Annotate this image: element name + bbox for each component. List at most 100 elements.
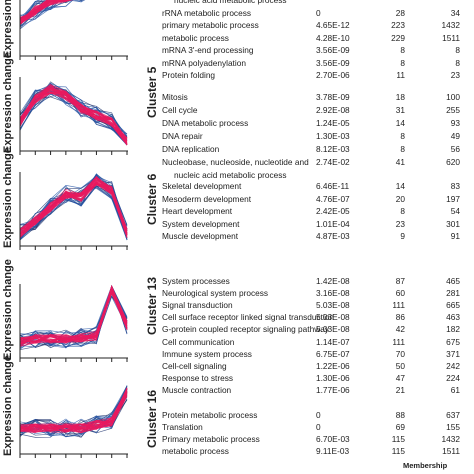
series-line [19,84,128,139]
series-line [19,0,52,24]
p-value: 1.14E-07 [316,336,350,347]
total-count: 83 [450,181,460,191]
total-count: 49 [450,131,460,141]
cluster-label: Cluster 13 [145,276,159,335]
series-line [19,0,75,20]
total-count: 8 [455,57,460,68]
series-line [19,388,128,433]
total-count: 255 [446,105,460,115]
cluster-label: Cluster 6 [145,173,159,225]
total-count: 197 [446,193,460,204]
go-term: Mitosis [162,92,188,102]
go-term: Response to stress [162,372,234,383]
series-line [19,176,128,234]
go-term: Mesoderm development [162,193,252,204]
cluster-count: 70 [395,348,405,359]
go-term: Neurological system process [162,288,269,299]
p-value: 6.75E-07 [316,348,350,359]
total-count: 665 [446,300,460,311]
total-count: 371 [446,348,460,359]
cluster-count: 8 [400,57,405,68]
go-term: Immune system process [162,348,252,359]
go-term: metabolic process [162,446,229,456]
cluster-count: 20 [395,193,405,204]
go-term: primary metabolic process [162,20,259,30]
cluster-count: 87 [395,276,405,286]
cluster-count: 111 [392,300,405,311]
go-term: Heart development [162,206,233,216]
series-line [19,85,128,140]
cluster-count: 8 [400,144,405,154]
y-axis-label: Expression change [2,259,14,360]
cluster-count: 69 [395,422,405,432]
go-term: Cell cycle [162,105,198,115]
cluster-count: 8 [400,206,405,216]
cluster-count: 41 [395,157,405,167]
series-line [19,0,83,22]
cluster-count: 47 [395,372,405,383]
series-line [19,392,128,429]
series-line [19,88,128,139]
total-count: 182 [446,324,460,335]
series-line [19,179,128,233]
go-term: Primary metabolic process [162,434,260,444]
cluster-count: 86 [395,312,405,323]
series-line [19,84,128,140]
cluster-count: 23 [395,218,405,229]
membership-header: Membership [403,461,448,470]
series-line [19,0,62,19]
total-count: 1432 [441,434,460,444]
cluster-count: 50 [395,360,405,371]
expression-profile-plot [19,380,128,458]
total-count: 224 [446,372,460,383]
go-term: mRNA 3'-end processing [162,45,254,55]
cluster-count: 8 [400,131,405,141]
series-line [19,0,67,25]
total-count: 620 [446,157,460,167]
p-value: 4.87E-03 [316,231,350,241]
series-line [19,0,73,18]
series-line [19,285,128,345]
p-value: 2.42E-05 [316,206,350,216]
go-term: System development [162,218,240,229]
expression-profile-plot [19,172,128,250]
cluster-count: 9 [400,231,405,241]
cluster-count: 18 [395,92,405,102]
series-line [19,0,62,27]
series-line [19,177,128,237]
series-line [19,0,86,21]
total-count: 93 [450,118,460,128]
expression-profile-plot [19,77,128,155]
p-value: 3.16E-08 [316,288,350,299]
total-count: 1511 [442,446,460,456]
total-count: 242 [446,360,460,371]
go-term: nucleic acid metabolic process [174,0,287,5]
p-value: 3.56E-09 [316,57,350,68]
cluster-count: 14 [395,181,405,191]
cluster-count: 21 [395,384,405,395]
cluster-count: 115 [391,446,405,456]
p-value: 4.28E-10 [316,32,350,43]
cluster-count: 229 [391,32,405,43]
p-value: 2.70E-06 [316,70,350,80]
p-value: 1.30E-06 [316,372,350,383]
cluster-count: 31 [395,105,405,115]
p-value: 2.92E-08 [316,105,350,115]
series-line [19,173,128,241]
total-count: 155 [446,422,460,432]
go-term: G-protein coupled receptor signaling pat… [162,324,329,335]
go-term: Cell communication [162,336,235,347]
y-axis-label: Expression change [2,355,14,456]
p-value: 0 [316,422,321,432]
total-count: 8 [455,45,460,55]
go-term: DNA metabolic process [162,118,249,128]
series-line [19,0,49,21]
go-term: Translation [162,422,203,432]
p-value: 6.46E-11 [316,181,350,191]
cluster-count: 28 [395,7,405,18]
series-line [19,0,71,27]
series-line [19,390,128,431]
total-count: 637 [446,410,460,420]
total-count: 1432 [441,20,460,30]
series-line [19,0,43,20]
